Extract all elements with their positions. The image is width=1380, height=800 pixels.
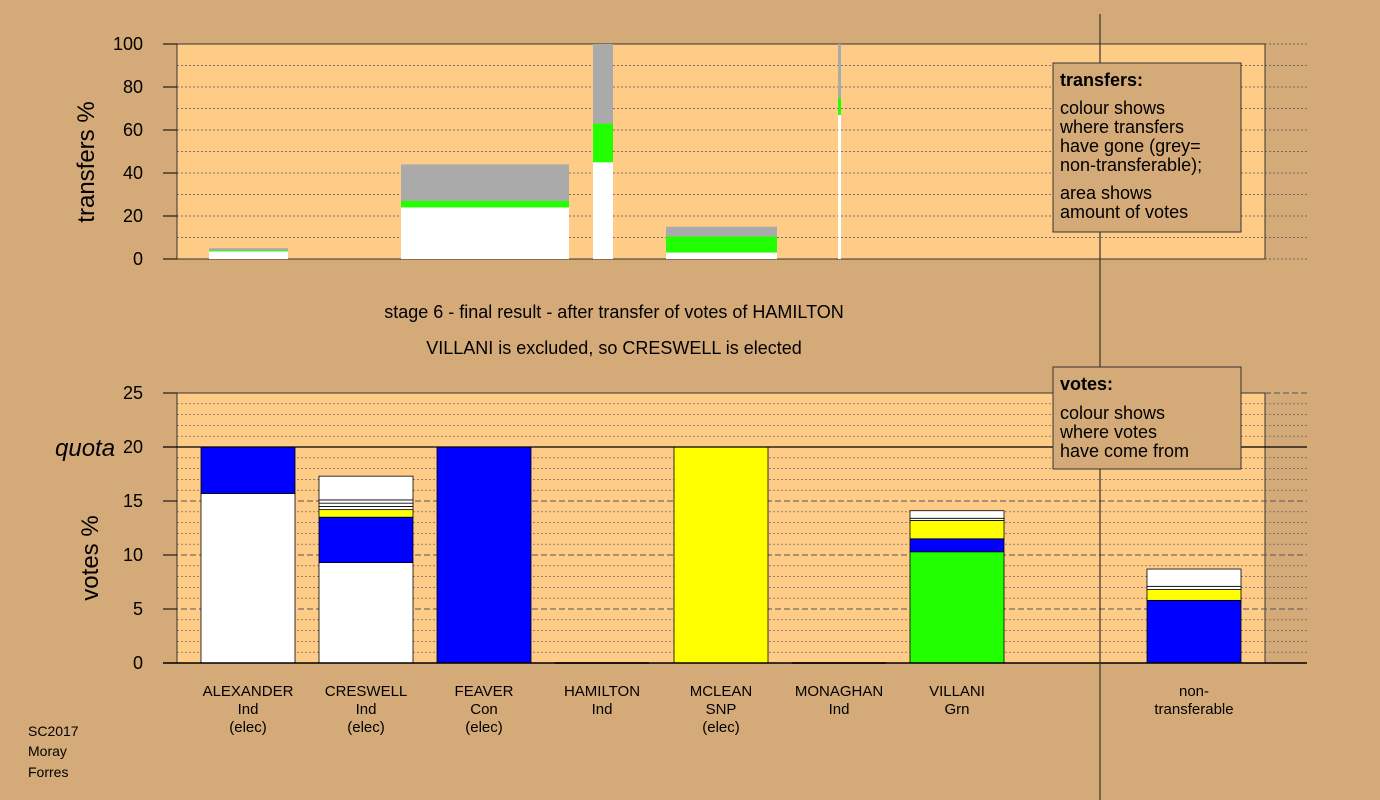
transfers-legend-line-6: amount of votes bbox=[1060, 202, 1188, 222]
votes-y-tick-label: 25 bbox=[123, 383, 143, 403]
transfers-y-tick-label: 20 bbox=[123, 206, 143, 226]
vote-bar-segment bbox=[909, 520, 1005, 540]
transfers-y-tick-label: 40 bbox=[123, 163, 143, 183]
vote-bar-segment bbox=[200, 446, 296, 494]
transfer-bar-segment bbox=[838, 44, 841, 98]
candidate-label-line: HAMILTON bbox=[564, 683, 640, 700]
candidate-label-line: Grn bbox=[944, 701, 969, 718]
candidate-label-line: Ind bbox=[238, 701, 259, 718]
transfers-legend-line-5: area shows bbox=[1060, 183, 1152, 203]
vote-bar-segment bbox=[318, 502, 414, 507]
vote-bar-segment bbox=[318, 505, 414, 511]
candidate-label-line: (elec) bbox=[702, 719, 740, 736]
candidate-label-line: (elec) bbox=[229, 719, 267, 736]
candidate-label-line: FEAVER bbox=[455, 683, 514, 700]
vote-bar-segment bbox=[909, 551, 1005, 664]
footer-line-1: SC2017 bbox=[28, 723, 79, 739]
transfers-y-ticks: 0 20 40 60 80 100 bbox=[113, 34, 177, 269]
candidate-label-line: (elec) bbox=[347, 719, 385, 736]
transfer-bar-segment bbox=[838, 114, 841, 259]
stage-text: stage 6 - final result - after transfer … bbox=[384, 302, 844, 322]
votes-y-tick-label: 0 bbox=[133, 653, 143, 673]
candidate-label-line: Ind bbox=[829, 701, 850, 718]
footer-line-3: Forres bbox=[28, 764, 68, 780]
transfers-y-axis-label: transfers % bbox=[73, 101, 100, 222]
transfer-bar-segment bbox=[209, 251, 288, 259]
transfers-legend-line-3: have gone (grey= bbox=[1060, 136, 1201, 156]
vote-bar-segment bbox=[1146, 568, 1242, 587]
candidate-label-line: non- bbox=[1179, 683, 1209, 700]
transfer-bar-segment bbox=[666, 226, 777, 237]
vote-bar-segment bbox=[673, 446, 769, 664]
result-text: VILLANI is excluded, so CRESWELL is elec… bbox=[426, 338, 802, 358]
transfers-legend-line-4: non-transferable); bbox=[1060, 155, 1202, 175]
transfers-y-tick-label: 100 bbox=[113, 34, 143, 54]
transfer-bar-segment bbox=[666, 252, 777, 259]
candidate-label-line: Ind bbox=[356, 701, 377, 718]
transfer-bar-segment bbox=[593, 44, 613, 124]
candidate-label-line: transferable bbox=[1154, 701, 1233, 718]
vote-bar-segment bbox=[909, 510, 1005, 519]
transfer-bar-segment bbox=[401, 207, 569, 259]
transfers-legend-line-2: where transfers bbox=[1059, 117, 1184, 137]
vote-bar-segment bbox=[318, 516, 414, 563]
votes-legend-line-3: have come from bbox=[1060, 441, 1189, 461]
votes-y-tick-label: 5 bbox=[133, 599, 143, 619]
votes-legend-line-1: colour shows bbox=[1060, 403, 1165, 423]
candidate-label-line: Ind bbox=[592, 701, 613, 718]
transfer-bar-segment bbox=[593, 162, 613, 259]
transfer-bar-segment bbox=[401, 164, 569, 201]
candidate-label-line: VILLANI bbox=[929, 683, 985, 700]
transfers-legend-title: transfers: bbox=[1060, 70, 1143, 90]
vote-bar-segment bbox=[1146, 585, 1242, 590]
transfers-legend: transfers: colour shows where transfers … bbox=[1052, 62, 1242, 233]
candidate-label-line: Con bbox=[470, 701, 498, 718]
candidate-label-line: CRESWELL bbox=[325, 683, 408, 700]
votes-y-axis-label: votes % bbox=[77, 515, 104, 600]
footer-line-2: Moray bbox=[28, 743, 67, 759]
votes-y-tick-label: 10 bbox=[123, 545, 143, 565]
vote-bar-segment bbox=[318, 562, 414, 664]
transfers-bars bbox=[209, 44, 841, 259]
transfer-bar-segment bbox=[209, 250, 288, 252]
vote-bar-segment bbox=[318, 475, 414, 501]
transfers-legend-line-1: colour shows bbox=[1060, 98, 1165, 118]
votes-bars bbox=[200, 446, 1242, 664]
transfers-y-tick-label: 80 bbox=[123, 77, 143, 97]
votes-legend-line-2: where votes bbox=[1059, 422, 1157, 442]
vote-bar-segment bbox=[1146, 599, 1242, 664]
candidate-label-line: ALEXANDER bbox=[203, 683, 294, 700]
vote-bar-segment bbox=[318, 499, 414, 504]
candidate-label-line: MCLEAN bbox=[690, 683, 753, 700]
votes-legend: votes: colour shows where votes have com… bbox=[1052, 366, 1242, 470]
votes-y-ticks: 0 5 10 15 20 25 bbox=[123, 383, 177, 673]
candidate-label-line: MONAGHAN bbox=[795, 683, 883, 700]
votes-y-tick-label: 15 bbox=[123, 491, 143, 511]
votes-legend-title: votes: bbox=[1060, 374, 1113, 394]
votes-y-tick-label: 20 bbox=[123, 437, 143, 457]
vote-bar-segment bbox=[436, 446, 532, 664]
vote-bar-segment bbox=[318, 509, 414, 518]
transfers-y-tick-label: 0 bbox=[133, 249, 143, 269]
vote-bar-segment bbox=[1146, 589, 1242, 601]
candidate-label-line: SNP bbox=[706, 701, 737, 718]
transfers-y-tick-label: 60 bbox=[123, 120, 143, 140]
transfer-bar-segment bbox=[209, 248, 288, 251]
candidate-label-line: (elec) bbox=[465, 719, 503, 736]
vote-bar-segment bbox=[909, 538, 1005, 553]
transfer-bar-segment bbox=[401, 200, 569, 208]
transfer-bar-segment bbox=[593, 123, 613, 163]
vote-bar-segment bbox=[200, 493, 296, 664]
candidate-labels: ALEXANDERInd(elec)CRESWELLInd(elec)FEAVE… bbox=[203, 683, 1234, 736]
transfer-bar-segment bbox=[838, 97, 841, 115]
transfer-bar-segment bbox=[666, 236, 777, 253]
quota-label: quota bbox=[55, 435, 115, 462]
